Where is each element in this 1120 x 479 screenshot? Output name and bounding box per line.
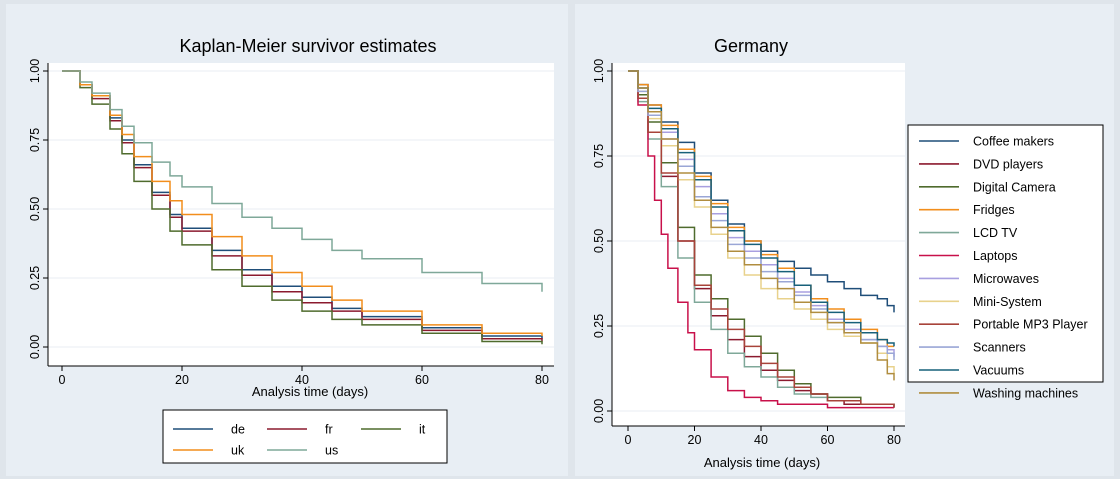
left-x-tick-label-0: 0 (59, 373, 66, 387)
right-y-tick-label-0: 0.00 (592, 399, 606, 423)
right-x-tick-label-0: 0 (625, 433, 632, 447)
right-series-group (628, 70, 895, 409)
right-chart-panel: Germany 0.00 0.25 0.50 0.75 1.00 0 20 40 60 80 An… (575, 4, 1114, 476)
left-y-tick-label-1: 0.25 (28, 266, 42, 290)
left-series-line-it (62, 70, 543, 345)
left-plot-area (48, 63, 554, 366)
left-series-line-uk (62, 70, 543, 336)
right-legend-label-coffee-makers: Coffee makers (973, 135, 1054, 149)
left-legend-label-fr: fr (325, 423, 333, 437)
left-y-tick-label-2: 0.50 (28, 197, 42, 221)
right-legend-box (907, 124, 1104, 383)
left-axes: 0.00 0.25 0.50 0.75 1.00 0 20 40 60 80 (28, 59, 554, 387)
left-y-tick-label-3: 0.75 (28, 128, 42, 152)
left-legend: de fr it uk us (162, 409, 448, 464)
left-legend-label-de: de (231, 423, 245, 437)
left-series-line-us (62, 70, 543, 292)
right-y-tick-label-2: 0.50 (592, 229, 606, 253)
right-legend: Coffee makers DVD players Digital Camera Fr… (907, 124, 1104, 400)
left-legend-label-it: it (419, 423, 426, 437)
left-legend-label-us: us (325, 444, 338, 458)
left-x-tick-label-2: 40 (295, 373, 309, 387)
left-x-tick-label-1: 20 (175, 373, 189, 387)
right-legend-label-washing-machines: Washing machines (973, 386, 1078, 400)
right-legend-label-vacuums: Vacuums (973, 364, 1024, 378)
right-x-tick-label-3: 60 (821, 433, 835, 447)
left-series-group (62, 70, 543, 345)
right-x-axis-title: Analysis time (days) (704, 455, 820, 470)
left-series-line-fr (62, 70, 543, 342)
right-series-line-washing-machines (628, 70, 895, 381)
right-legend-label-microwaves: Microwaves (973, 272, 1039, 286)
left-x-tick-label-4: 80 (535, 373, 549, 387)
left-legend-label-uk: uk (231, 444, 245, 458)
right-legend-label-lcd-tv: LCD TV (973, 226, 1018, 240)
right-chart-title: Germany (714, 36, 788, 56)
right-legend-label-fridges: Fridges (973, 203, 1015, 217)
left-legend-box (162, 409, 448, 464)
left-legend-items: de fr it uk us (173, 423, 426, 458)
right-x-tick-label-4: 80 (887, 433, 901, 447)
left-chart-panel: Kaplan-Meier survivor estimates 0.00 0.25… (6, 4, 568, 476)
right-legend-label-dvd-players: DVD players (973, 157, 1043, 171)
left-y-tick-label-4: 1.00 (28, 59, 42, 83)
right-series-line-laptops (628, 70, 894, 409)
right-x-tick-label-2: 40 (754, 433, 768, 447)
right-legend-label-laptops: Laptops (973, 249, 1017, 263)
right-legend-label-portable-mp3-player: Portable MP3 Player (973, 318, 1088, 332)
left-chart-title: Kaplan-Meier survivor estimates (179, 36, 436, 56)
left-x-axis-title: Analysis time (days) (252, 384, 368, 399)
right-legend-label-mini-system: Mini-System (973, 295, 1042, 309)
right-x-tick-label-1: 20 (688, 433, 702, 447)
left-x-tick-label-3: 60 (415, 373, 429, 387)
right-legend-label-scanners: Scanners (973, 341, 1026, 355)
right-y-tick-label-4: 1.00 (592, 59, 606, 83)
right-axes: 0.00 0.25 0.50 0.75 1.00 0 20 40 60 80 (592, 59, 905, 447)
right-legend-items: Coffee makers DVD players Digital Camera Fr… (919, 135, 1088, 400)
right-y-tick-label-3: 0.75 (592, 144, 606, 168)
right-legend-label-digital-camera: Digital Camera (973, 180, 1056, 194)
left-y-tick-label-0: 0.00 (28, 335, 42, 359)
right-y-tick-label-1: 0.25 (592, 314, 606, 338)
